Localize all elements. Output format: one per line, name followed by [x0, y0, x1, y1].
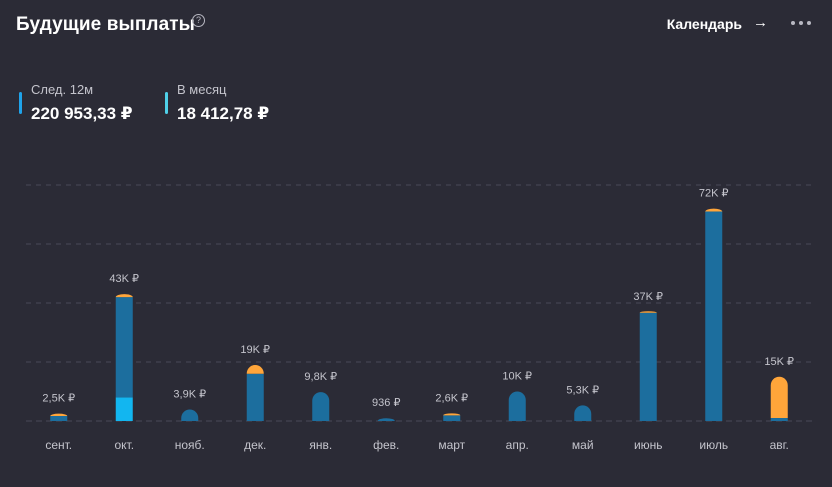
bar-segment: [508, 391, 526, 421]
bar-total-label: 5,3K ₽: [566, 384, 599, 396]
bar-segment: [115, 397, 133, 421]
x-tick-label: июнь: [634, 438, 663, 452]
bar-segment: [50, 415, 68, 421]
bar-total-label: 19K ₽: [240, 344, 270, 356]
stat-marker: [19, 92, 22, 114]
bar-total-label: 43K ₽: [109, 273, 139, 285]
bar-total-label: 9,8K ₽: [304, 371, 337, 383]
x-tick-label: фев.: [373, 438, 399, 452]
bar-total-label: 37K ₽: [633, 291, 663, 303]
widget-title: Будущие выплаты: [16, 14, 195, 35]
more-horizontal-icon[interactable]: [790, 16, 812, 30]
bar-segment: [770, 418, 788, 421]
bar-segment: [312, 392, 330, 421]
payments-bar-chart: 2,5K ₽ сент. 43K ₽ окт. 3,9K ₽ нояб. 19K ₽ дек.…: [0, 150, 832, 487]
bar-segment: [246, 373, 264, 421]
x-tick-label: авг.: [770, 438, 789, 452]
stat-value: 18 412,78 ₽: [177, 104, 270, 123]
x-tick-label: апр.: [506, 438, 529, 452]
bar-segment: [770, 376, 788, 419]
bar-segment: [181, 409, 199, 421]
stat-label: След. 12м: [31, 82, 94, 97]
x-tick-label: март: [438, 438, 465, 452]
bar-segment: [705, 208, 723, 212]
bar-total-label: 10K ₽: [502, 371, 532, 383]
arrow-right-icon[interactable]: →: [753, 14, 768, 31]
bar-total-label: 2,5K ₽: [42, 393, 75, 405]
question-circle-icon[interactable]: ?: [192, 14, 205, 27]
x-tick-label: окт.: [114, 438, 134, 452]
stat-label: В месяц: [177, 82, 227, 97]
x-tick-label: сент.: [45, 438, 72, 452]
chart-canvas: 2,5K ₽ сент. 43K ₽ окт. 3,9K ₽ нояб. 19K ₽ дек.…: [26, 184, 812, 452]
bar-segment: [377, 418, 395, 421]
bar-segment: [443, 413, 461, 416]
x-tick-label: май: [572, 438, 594, 452]
x-tick-label: дек.: [244, 438, 266, 452]
bar-total-label: 3,9K ₽: [173, 388, 206, 400]
bar-segment: [639, 311, 657, 313]
stat-marker: [165, 92, 168, 114]
calendar-link[interactable]: Календарь: [666, 16, 742, 32]
bar-segment: [639, 312, 657, 421]
bar-segment: [115, 294, 133, 298]
x-tick-label: нояб.: [175, 438, 205, 452]
bar-segment: [574, 405, 592, 421]
bar-total-label: 15K ₽: [764, 356, 794, 368]
widget-header: Будущие выплаты ? Календарь →: [16, 14, 812, 40]
stat-value: 220 953,33 ₽: [31, 104, 133, 123]
x-tick-label: июль: [699, 438, 728, 452]
bar-total-label: 72K ₽: [699, 188, 729, 200]
bar-segment: [443, 415, 461, 421]
bar-segment: [705, 211, 723, 421]
bar-segment: [50, 413, 68, 416]
bar-segment: [115, 297, 133, 398]
bar-total-label: 2,6K ₽: [435, 392, 468, 404]
x-tick-label: янв.: [309, 438, 332, 452]
bar-segment: [246, 364, 264, 374]
bar-total-label: 936 ₽: [372, 397, 400, 409]
